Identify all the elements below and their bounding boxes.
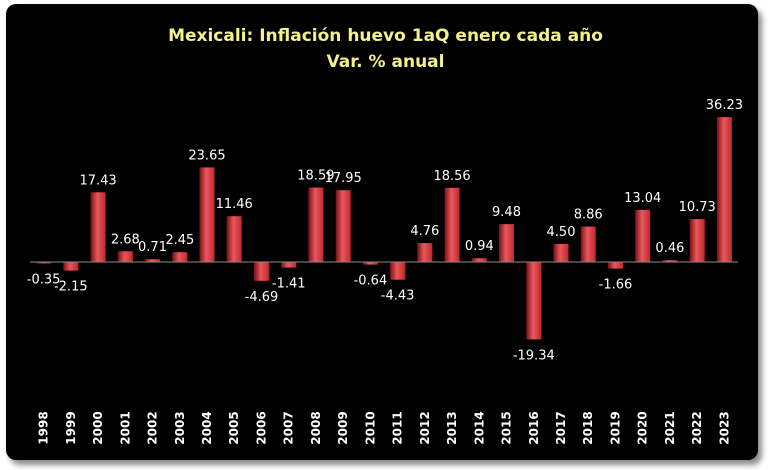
data-label-2015: 9.48 bbox=[492, 205, 521, 220]
data-label-2022: 10.73 bbox=[679, 200, 716, 215]
data-label-2008: 18.59 bbox=[297, 169, 334, 184]
bar-2016 bbox=[526, 262, 542, 340]
x-tick-2017: 2017 bbox=[554, 411, 568, 444]
bar-2005 bbox=[226, 216, 242, 262]
x-tick-2014: 2014 bbox=[472, 411, 486, 444]
x-tick-2003: 2003 bbox=[173, 411, 187, 444]
data-label-2006: -4.69 bbox=[245, 290, 279, 305]
bar-2010 bbox=[362, 262, 378, 265]
data-label-2019: -1.66 bbox=[599, 278, 633, 293]
bar-1998 bbox=[36, 262, 52, 264]
bar-2008 bbox=[308, 187, 324, 262]
x-tick-2006: 2006 bbox=[255, 411, 269, 444]
x-tick-1999: 1999 bbox=[64, 411, 78, 444]
data-label-2013: 18.56 bbox=[433, 169, 470, 184]
x-tick-2016: 2016 bbox=[527, 411, 541, 444]
x-tick-2012: 2012 bbox=[418, 411, 432, 444]
data-label-2009: 17.95 bbox=[325, 171, 362, 186]
x-tick-2023: 2023 bbox=[717, 411, 731, 444]
bar-2019 bbox=[608, 262, 623, 269]
bar-2020 bbox=[635, 209, 651, 262]
x-tick-2007: 2007 bbox=[282, 411, 296, 444]
x-tick-2011: 2011 bbox=[391, 411, 405, 444]
x-tick-2004: 2004 bbox=[200, 411, 214, 444]
data-label-2012: 4.76 bbox=[410, 224, 439, 239]
x-tick-2008: 2008 bbox=[309, 411, 323, 444]
bar-2009 bbox=[335, 190, 351, 262]
bar-2012 bbox=[417, 243, 433, 262]
bar-2007 bbox=[281, 262, 297, 268]
x-tick-2001: 2001 bbox=[118, 411, 132, 444]
x-tick-2000: 2000 bbox=[91, 411, 105, 444]
bar-2006 bbox=[254, 262, 269, 281]
x-tick-2013: 2013 bbox=[445, 411, 459, 444]
bar-2011 bbox=[390, 262, 406, 280]
data-label-2001: 2.68 bbox=[111, 232, 140, 247]
data-label-2002: 0.71 bbox=[138, 240, 167, 255]
data-label-2023: 36.23 bbox=[706, 98, 743, 113]
data-label-2000: 17.43 bbox=[79, 173, 116, 188]
bar-2004 bbox=[199, 167, 215, 262]
bar-2014 bbox=[471, 258, 487, 262]
chart-title: Mexicali: Inflación huevo 1aQ enero cada… bbox=[168, 26, 603, 46]
bar-2003 bbox=[172, 252, 188, 262]
x-tick-2015: 2015 bbox=[500, 411, 514, 444]
data-label-2010: -0.64 bbox=[354, 274, 388, 289]
bar-2021 bbox=[662, 260, 678, 262]
chart-frame bbox=[6, 4, 758, 460]
data-label-2003: 2.45 bbox=[165, 233, 194, 248]
x-tick-2010: 2010 bbox=[363, 411, 377, 444]
x-tick-2018: 2018 bbox=[581, 411, 595, 444]
bar-2001 bbox=[117, 251, 133, 262]
bar-1999 bbox=[63, 262, 79, 271]
bar-2000 bbox=[90, 192, 106, 262]
bar-2015 bbox=[499, 224, 514, 262]
data-label-2007: -1.41 bbox=[272, 277, 306, 292]
data-label-2014: 0.94 bbox=[465, 239, 494, 254]
chart-subtitle: Var. % anual bbox=[326, 52, 445, 72]
data-label-1999: -2.15 bbox=[54, 280, 88, 295]
x-tick-2020: 2020 bbox=[636, 411, 650, 444]
bar-2013 bbox=[444, 187, 460, 262]
bar-2017 bbox=[553, 244, 569, 262]
data-label-2018: 8.86 bbox=[574, 208, 603, 223]
data-label-1998: -0.35 bbox=[27, 272, 61, 287]
x-tick-2021: 2021 bbox=[663, 411, 677, 444]
data-label-2005: 11.46 bbox=[216, 197, 253, 212]
bar-2023 bbox=[716, 117, 732, 262]
data-label-2017: 4.50 bbox=[547, 225, 576, 240]
bar-2002 bbox=[145, 259, 160, 262]
data-label-2011: -4.43 bbox=[381, 289, 415, 304]
data-label-2016: -19.34 bbox=[513, 348, 555, 363]
data-label-2020: 13.04 bbox=[624, 191, 661, 206]
bar-2018 bbox=[580, 226, 596, 262]
data-label-2004: 23.65 bbox=[188, 148, 225, 163]
x-tick-2009: 2009 bbox=[336, 411, 350, 444]
x-tick-2022: 2022 bbox=[690, 411, 704, 444]
x-tick-2019: 2019 bbox=[609, 411, 623, 444]
data-label-2021: 0.46 bbox=[655, 241, 684, 256]
x-tick-1998: 1998 bbox=[37, 411, 51, 444]
x-tick-2002: 2002 bbox=[146, 411, 160, 444]
x-tick-2005: 2005 bbox=[227, 411, 241, 444]
bar-2022 bbox=[689, 219, 705, 262]
